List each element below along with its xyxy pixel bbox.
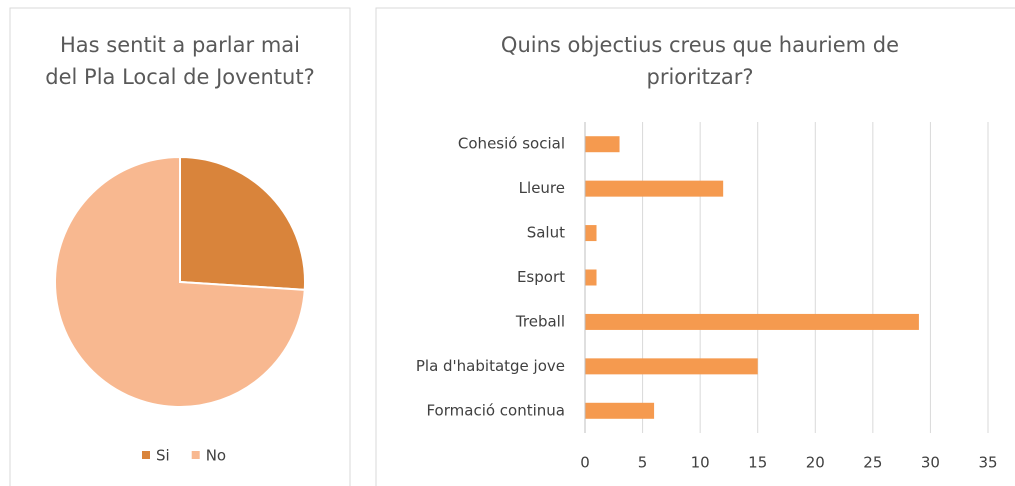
x-tick-label: 25 <box>863 454 882 472</box>
x-tick-label: 5 <box>638 454 648 472</box>
x-tick-label: 35 <box>978 454 997 472</box>
legend-swatch <box>142 451 150 459</box>
bar-panel <box>375 7 1015 486</box>
pie-slice <box>179 155 306 291</box>
bar <box>585 136 620 153</box>
pie-panel <box>9 7 351 486</box>
bar <box>585 358 758 375</box>
x-tick-label: 20 <box>806 454 825 472</box>
bar <box>585 402 655 419</box>
legend-label: No <box>206 447 226 465</box>
x-tick-label: 0 <box>580 454 590 472</box>
y-tick-label: Esport <box>517 268 565 286</box>
legend-label: Si <box>156 447 170 465</box>
bar <box>585 269 597 286</box>
bar-title: Quins objectius creus que hauriem de pri… <box>500 33 900 89</box>
y-tick-label: Formació continua <box>426 401 565 419</box>
y-tick-label: Lleure <box>519 179 565 197</box>
y-tick-label: Pla d'habitatge jove <box>416 357 565 375</box>
y-tick-label: Treball <box>515 312 565 330</box>
y-tick-label: Cohesió social <box>458 135 565 153</box>
pie-title: Has sentit a parlar mai del Pla Local de… <box>45 33 315 89</box>
bar <box>585 313 919 330</box>
bar <box>585 225 597 242</box>
x-tick-label: 30 <box>921 454 940 472</box>
y-tick-label: Salut <box>527 224 565 242</box>
bar <box>585 180 724 197</box>
pie-slice <box>54 155 306 408</box>
legend-swatch <box>191 451 200 459</box>
x-tick-label: 10 <box>691 454 710 472</box>
x-tick-label: 15 <box>748 454 767 472</box>
